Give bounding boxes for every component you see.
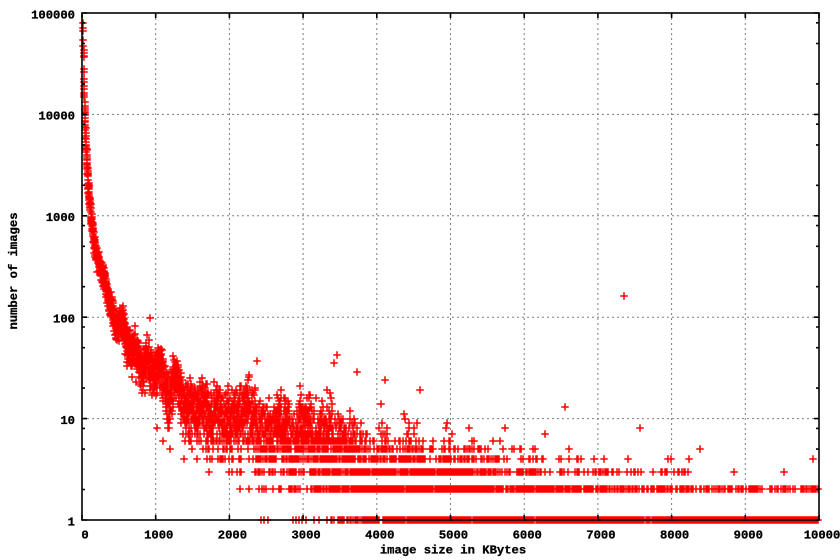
svg-text:1: 1: [68, 515, 75, 529]
svg-text:1000: 1000: [46, 211, 75, 225]
svg-text:100000: 100000: [31, 8, 75, 22]
svg-text:6000: 6000: [513, 529, 542, 543]
svg-text:number of images: number of images: [7, 212, 21, 329]
svg-text:5000: 5000: [439, 529, 468, 543]
svg-text:8000: 8000: [660, 529, 689, 543]
svg-text:100: 100: [53, 313, 75, 327]
svg-text:10: 10: [60, 414, 75, 428]
svg-text:4000: 4000: [365, 529, 394, 543]
svg-text:1000: 1000: [144, 529, 173, 543]
svg-text:9000: 9000: [734, 529, 763, 543]
svg-text:image size in KBytes: image size in KBytes: [380, 544, 526, 558]
svg-text:0: 0: [81, 529, 88, 543]
svg-text:3000: 3000: [291, 529, 320, 543]
svg-text:10000: 10000: [38, 110, 75, 124]
svg-text:7000: 7000: [586, 529, 615, 543]
svg-text:2000: 2000: [218, 529, 247, 543]
svg-text:10000: 10000: [804, 529, 840, 543]
